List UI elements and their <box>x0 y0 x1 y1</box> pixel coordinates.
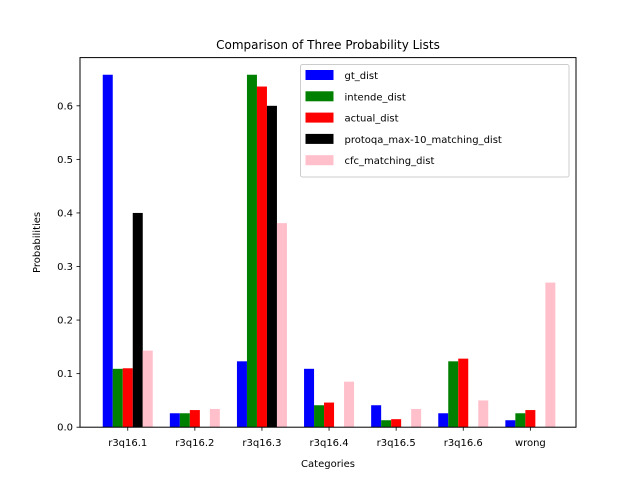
bar-gt_dist-r3q16.4 <box>304 368 315 428</box>
x-tick-label: wrong <box>515 438 546 449</box>
x-tick-label: r3q16.1 <box>108 438 147 449</box>
bar-gt_dist-r3q16.5 <box>371 405 382 428</box>
bar-intende_dist-r3q16.3 <box>246 74 257 428</box>
y-tick-label: 0.2 <box>57 316 73 327</box>
bar-intende_dist-r3q16.6 <box>448 361 459 428</box>
bar-actual_dist-r3q16.2 <box>189 410 200 428</box>
y-axis-label: Probabilities <box>32 212 43 273</box>
bar-intende_dist-r3q16.4 <box>314 405 325 428</box>
plot-frame <box>79 57 577 428</box>
legend-label-actual_dist: actual_dist <box>345 114 399 125</box>
bar-actual_dist-r3q16.1 <box>122 368 133 428</box>
legend-label-cfc_matching_dist: cfc_matching_dist <box>345 156 435 167</box>
x-tick-label: r3q16.6 <box>444 438 483 449</box>
bar-actual_dist-r3q16.6 <box>458 358 469 428</box>
bar-actual_dist-r3q16.3 <box>256 86 267 428</box>
bars-group <box>102 74 556 428</box>
bar-actual_dist-r3q16.5 <box>391 419 402 428</box>
bar-gt_dist-r3q16.6 <box>438 413 449 428</box>
bar-gt_dist-r3q16.2 <box>169 413 180 428</box>
bar-cfc_matching_dist-r3q16.2 <box>209 408 220 428</box>
bar-actual_dist-r3q16.4 <box>324 402 335 428</box>
legend-label-gt_dist: gt_dist <box>345 71 379 82</box>
x-axis-ticks: r3q16.1 r3q16.2 r3q16.3 r3q16.4 r3q16.5 r3q16… <box>108 427 546 449</box>
legend-box <box>300 64 570 178</box>
bar-protoqa_max-10_matching_dist-r3q16.1 <box>132 212 143 428</box>
legend: gt_dist intende_dist actual_dist protoqa_ma… <box>300 64 570 178</box>
legend-swatch-protoqa_max-10_matching_dist <box>305 133 334 144</box>
bar-cfc_matching_dist-wrong <box>545 282 556 428</box>
bar-gt_dist-r3q16.3 <box>236 361 247 428</box>
y-tick-label: 0.0 <box>57 423 73 434</box>
y-tick-label: 0.4 <box>57 208 73 219</box>
x-tick-label: r3q16.4 <box>310 438 349 449</box>
y-tick-label: 0.1 <box>57 369 73 380</box>
bar-intende_dist-r3q16.2 <box>179 413 190 428</box>
bar-gt_dist-r3q16.1 <box>102 74 113 428</box>
bar-cfc_matching_dist-r3q16.6 <box>478 400 489 428</box>
bar-cfc_matching_dist-r3q16.5 <box>411 408 422 428</box>
bar-intende_dist-wrong <box>515 413 526 428</box>
legend-label-protoqa_max-10_matching_dist: protoqa_max-10_matching_dist <box>345 135 502 146</box>
bar-cfc_matching_dist-r3q16.1 <box>142 350 153 428</box>
bar-cfc_matching_dist-r3q16.4 <box>344 381 355 428</box>
x-axis-label: Categories <box>301 459 355 470</box>
bar-actual_dist-wrong <box>525 410 536 428</box>
bar-gt_dist-wrong <box>505 420 516 428</box>
chart-title: Comparison of Three Probability Lists <box>216 38 440 52</box>
bar-protoqa_max-10_matching_dist-r3q16.3 <box>266 105 277 428</box>
y-tick-label: 0.6 <box>57 101 73 112</box>
y-tick-label: 0.5 <box>57 155 73 166</box>
legend-swatch-cfc_matching_dist <box>305 155 334 166</box>
legend-label-intende_dist: intende_dist <box>345 92 406 103</box>
y-axis-ticks: 0.0 0.1 0.2 0.3 0.4 0.5 0.6 <box>57 101 80 434</box>
y-tick-label: 0.3 <box>57 262 73 273</box>
x-tick-label: r3q16.3 <box>242 438 281 449</box>
legend-swatch-gt_dist <box>305 70 334 80</box>
legend-swatch-intende_dist <box>305 91 334 102</box>
bar-intende_dist-r3q16.5 <box>381 420 392 428</box>
legend-swatch-actual_dist <box>305 112 334 123</box>
bar-cfc_matching_dist-r3q16.3 <box>276 223 287 428</box>
bar-intende_dist-r3q16.1 <box>112 368 123 428</box>
x-tick-label: r3q16.2 <box>175 438 214 449</box>
x-tick-label: r3q16.5 <box>377 438 416 449</box>
